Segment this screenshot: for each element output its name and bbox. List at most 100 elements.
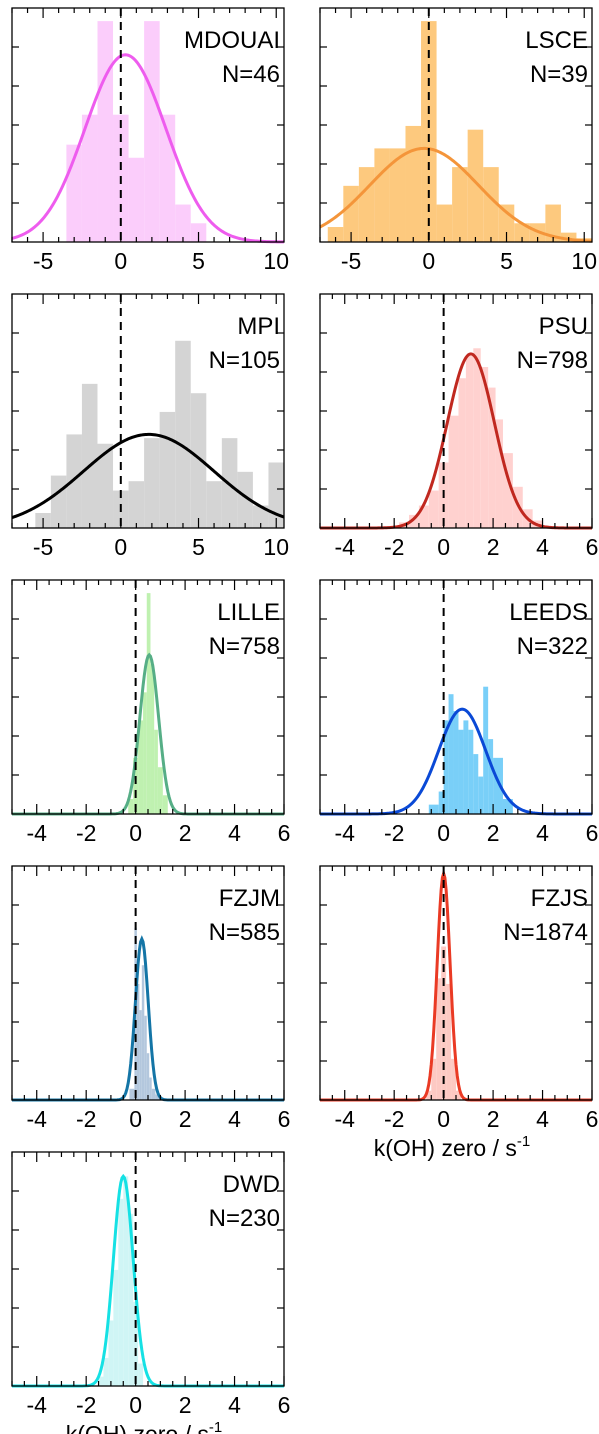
panel-leeds: -4 -2 0 2 4 6 LEEDS N=322 xyxy=(319,579,598,846)
x-axis-label-superscript: -1 xyxy=(209,1419,222,1434)
panel-n-lille: N=758 xyxy=(209,633,280,660)
bar-leeds-1 xyxy=(438,791,444,814)
bar-lille-6 xyxy=(154,729,158,814)
bar-dwd-2 xyxy=(108,1320,114,1386)
xtick-label-lsce: 5 xyxy=(500,248,513,274)
bar-dwd-1 xyxy=(103,1357,109,1386)
bar-psu-2 xyxy=(418,505,429,528)
xtick-label-fzjs: 0 xyxy=(437,1106,450,1132)
x-axis-label-dwd: k(OH) zero / s-1 xyxy=(66,1419,222,1434)
bar-psu-7 xyxy=(465,355,474,528)
bar-lille-5 xyxy=(150,664,155,814)
xtick-label-lille: 0 xyxy=(129,820,142,846)
bar-leeds-2 xyxy=(443,720,449,814)
panel-n-lsce: N=39 xyxy=(530,61,588,88)
x-axis-label-text: k(OH) zero / s xyxy=(374,1135,517,1161)
bar-leeds-4 xyxy=(453,711,459,814)
xtick-label-psu: -2 xyxy=(384,534,404,560)
bar-fzjm-3 xyxy=(139,1010,142,1100)
panel-dwd: -4 -2 0 2 4 6 DWD N=230 k(OH) zero / s-1 xyxy=(11,1151,290,1434)
bar-fzjs-4 xyxy=(446,983,452,1100)
bar-dwd-3 xyxy=(113,1269,119,1386)
xtick-label-lsce: 0 xyxy=(422,248,435,274)
bar-mpi-1 xyxy=(50,475,67,528)
bars-lsce xyxy=(327,21,592,242)
xtick-label-lille: 6 xyxy=(278,820,291,846)
bar-leeds-13 xyxy=(502,799,513,814)
bar-leeds-3 xyxy=(448,694,454,814)
xtick-label-dwd: 4 xyxy=(228,1392,241,1418)
bars-leeds xyxy=(428,686,513,814)
xtick-label-fzjs: 2 xyxy=(487,1106,500,1132)
panel-name-lsce: LSCE xyxy=(525,27,588,54)
xtick-label-mpi: -5 xyxy=(33,534,53,560)
panel-name-mdouai: MDOUAI xyxy=(184,27,280,54)
bar-mdouai-2 xyxy=(97,21,114,242)
fit-curve-mpi xyxy=(11,432,285,520)
panel-n-dwd: N=230 xyxy=(209,1205,280,1232)
panel-n-mdouai: N=46 xyxy=(222,61,280,88)
xtick-label-fzjs: -4 xyxy=(335,1106,356,1132)
bar-fzjs-2 xyxy=(436,978,442,1100)
bar-psu-8 xyxy=(473,348,481,528)
bar-mpi-11 xyxy=(206,481,222,528)
bar-lsce-9 xyxy=(467,129,484,242)
xtick-label-psu: 2 xyxy=(487,534,500,560)
bar-dwd-5 xyxy=(123,1176,129,1386)
bar-lsce-3 xyxy=(374,148,390,242)
bar-lsce-4 xyxy=(389,148,406,242)
panel-lille: -4 -2 0 2 4 6 LILLE N=758 xyxy=(11,579,291,846)
xtick-label-psu: 4 xyxy=(536,534,549,560)
x-axis-label-superscript: -1 xyxy=(517,1133,530,1150)
xtick-label-mpi: 5 xyxy=(192,534,205,560)
bar-fzjs-6 xyxy=(456,1090,461,1100)
bar-leeds-8 xyxy=(473,754,479,814)
bar-lsce-10 xyxy=(483,167,499,242)
panel-fzjs: -4 -2 0 2 4 6 FZJS N=1874 k(OH) zero / s-1 xyxy=(319,865,598,1161)
xtick-label-leeds: 4 xyxy=(536,820,549,846)
bar-mdouai-5 xyxy=(144,21,160,242)
bar-fzjm-2 xyxy=(136,983,140,1100)
bar-lsce-12 xyxy=(514,223,530,242)
bar-fzjs-1 xyxy=(431,1058,437,1100)
panel-n-fzjs: N=1874 xyxy=(503,919,588,946)
bar-lsce-5 xyxy=(405,125,422,242)
xtick-label-lille: -2 xyxy=(76,820,96,846)
bar-fzjm-0 xyxy=(129,1088,135,1100)
bar-mpi-7 xyxy=(144,438,160,528)
bar-psu-9 xyxy=(480,367,489,528)
xtick-label-fzjs: 4 xyxy=(536,1106,549,1132)
bar-psu-1 xyxy=(409,514,419,528)
xtick-label-mdouai: -5 xyxy=(33,248,53,274)
bar-lsce-2 xyxy=(358,167,375,242)
bar-lille-8 xyxy=(162,795,168,814)
bar-mpi-10 xyxy=(190,393,207,528)
bar-fzjs-0 xyxy=(426,1090,432,1100)
xtick-label-mdouai: 5 xyxy=(192,248,205,274)
bars-psu xyxy=(399,348,543,528)
bar-lsce-0 xyxy=(327,227,344,242)
xtick-label-psu: 0 xyxy=(437,534,450,560)
panel-n-psu: N=798 xyxy=(517,347,588,374)
xtick-label-psu: 6 xyxy=(586,534,599,560)
xtick-label-mpi: 0 xyxy=(114,534,127,560)
bar-lille-0 xyxy=(128,799,134,814)
xtick-label-fzjs: -2 xyxy=(384,1106,404,1132)
bars-mdouai xyxy=(66,21,207,242)
bar-fzjs-5 xyxy=(451,1058,456,1100)
bar-lsce-14 xyxy=(545,204,561,242)
panel-name-dwd: DWD xyxy=(223,1171,280,1198)
xtick-label-mdouai: 10 xyxy=(263,248,289,274)
panel-n-fzjm: N=585 xyxy=(209,919,280,946)
xtick-label-mpi: 10 xyxy=(263,534,289,560)
panel-name-mpi: MPI xyxy=(237,313,280,340)
bar-dwd-6 xyxy=(128,1213,134,1386)
bar-dwd-8 xyxy=(138,1363,144,1386)
bar-dwd-4 xyxy=(118,1198,124,1386)
panel-name-lille: LILLE xyxy=(217,599,280,626)
panel-name-fzjm: FZJM xyxy=(219,885,280,912)
bar-mdouai-7 xyxy=(175,204,191,242)
bar-leeds-12 xyxy=(493,757,503,814)
fit-curve-lsce xyxy=(319,146,593,243)
bar-fzjm-4 xyxy=(141,965,145,1100)
